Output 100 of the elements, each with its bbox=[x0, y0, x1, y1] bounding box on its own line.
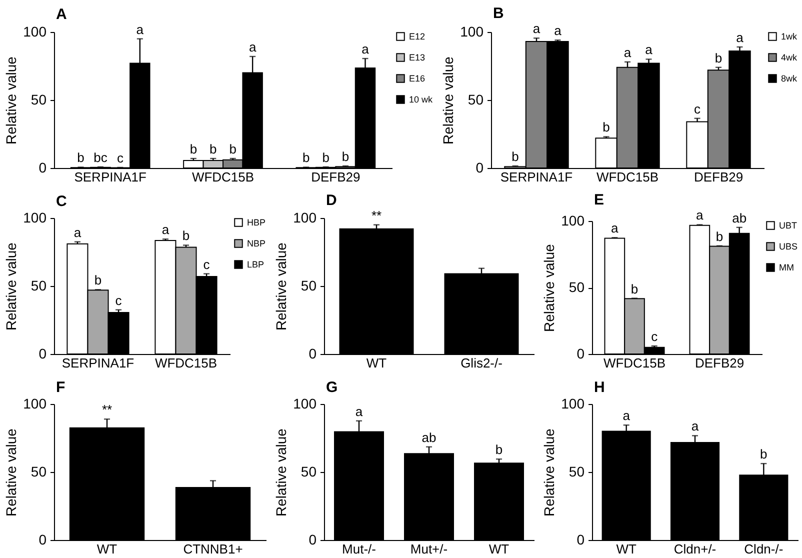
data-label: b bbox=[630, 281, 638, 296]
y-axis-title: Relative value bbox=[273, 428, 290, 516]
y-tick-label: 100 bbox=[561, 396, 585, 412]
data-label: c bbox=[203, 256, 210, 272]
data-label: a bbox=[645, 42, 654, 58]
y-axis-title: Relative value bbox=[273, 242, 290, 330]
data-label: a bbox=[622, 408, 631, 424]
y-tick-label: 50 bbox=[30, 464, 47, 480]
y-tick-label: 50 bbox=[568, 464, 585, 480]
x-tick-label: Mut+/- bbox=[410, 542, 448, 556]
data-label: a bbox=[136, 22, 144, 37]
chart-title: B bbox=[493, 5, 504, 22]
x-tick-label: WFDC15B bbox=[603, 356, 666, 370]
data-label: c bbox=[115, 292, 122, 308]
data-label: c bbox=[694, 101, 702, 116]
chart-title: F bbox=[56, 379, 66, 396]
x-tick-label: SERPINA1F bbox=[62, 356, 134, 370]
data-label: a bbox=[736, 30, 744, 45]
chart-title: A bbox=[56, 6, 67, 23]
legend-label: 1wk bbox=[781, 32, 798, 42]
data-label: ** bbox=[371, 208, 382, 223]
x-tick-label: WFDC15B bbox=[154, 356, 218, 370]
x-tick-label: Mut-/- bbox=[342, 542, 376, 556]
data-label: a bbox=[248, 39, 257, 54]
y-tick-label: 0 bbox=[308, 532, 317, 548]
data-label: a bbox=[611, 220, 620, 236]
data-label: ab bbox=[422, 430, 436, 445]
legend-label: E12 bbox=[409, 32, 426, 42]
data-label: a bbox=[691, 418, 700, 434]
legend-label: HBP bbox=[247, 218, 266, 228]
data-label: b bbox=[760, 446, 768, 462]
data-label: b bbox=[302, 150, 310, 166]
data-label: a bbox=[532, 21, 541, 36]
chart-title: G bbox=[326, 379, 338, 396]
y-axis-title: Relative value bbox=[3, 56, 20, 144]
y-tick-label: 100 bbox=[460, 24, 484, 40]
x-tick-label: SERPINA1F bbox=[74, 170, 147, 184]
y-tick-label: 100 bbox=[23, 396, 47, 412]
chart-title: D bbox=[326, 192, 337, 209]
x-tick-label: WT bbox=[616, 542, 636, 556]
legend-label: 8wk bbox=[781, 74, 798, 84]
data-label: b bbox=[190, 141, 198, 156]
data-label: ** bbox=[102, 402, 112, 418]
y-tick-label: 50 bbox=[568, 279, 585, 295]
y-tick-label: 0 bbox=[38, 160, 47, 176]
legend-label: E13 bbox=[409, 52, 426, 62]
x-tick-label: WFDC15B bbox=[596, 170, 659, 184]
x-tick-label: Glis2-/- bbox=[460, 356, 502, 370]
data-label: b bbox=[229, 141, 236, 156]
legend-label: 10 wk bbox=[409, 94, 434, 104]
y-tick-label: 100 bbox=[293, 396, 317, 412]
data-label: b bbox=[716, 228, 724, 244]
y-tick-label: 0 bbox=[576, 346, 585, 362]
data-label: b bbox=[512, 148, 519, 164]
y-tick-label: 0 bbox=[38, 532, 47, 548]
legend-label: 4wk bbox=[781, 52, 798, 62]
data-label: b bbox=[342, 148, 350, 164]
data-label: a bbox=[355, 404, 364, 419]
y-tick-label: 100 bbox=[23, 210, 47, 226]
chart-title: C bbox=[56, 193, 67, 210]
y-tick-label: 100 bbox=[23, 24, 47, 40]
data-label: b bbox=[182, 228, 190, 244]
data-label: b bbox=[602, 120, 610, 135]
data-label: c bbox=[651, 329, 658, 344]
y-tick-label: 50 bbox=[300, 278, 317, 294]
data-label: b bbox=[322, 150, 330, 165]
x-tick-label: Cldn+/- bbox=[674, 542, 716, 556]
data-label: b bbox=[495, 442, 503, 458]
y-axis-title: Relative value bbox=[440, 56, 456, 144]
x-tick-label: WT bbox=[96, 542, 118, 556]
y-tick-label: 50 bbox=[30, 92, 47, 108]
x-tick-label: CTNNB1+ bbox=[183, 542, 243, 556]
legend-label: UBS bbox=[779, 242, 798, 252]
chart-title: H bbox=[594, 379, 605, 396]
data-label: b bbox=[210, 141, 217, 156]
data-label: a bbox=[162, 222, 170, 238]
legend-label: LBP bbox=[247, 260, 264, 270]
y-axis-title: Relative value bbox=[3, 428, 20, 516]
data-label: bc bbox=[94, 150, 108, 165]
y-tick-label: 0 bbox=[308, 346, 317, 362]
x-tick-label: DEFB29 bbox=[311, 170, 360, 184]
data-label: ab bbox=[732, 210, 747, 226]
y-tick-label: 0 bbox=[576, 532, 585, 548]
y-tick-label: 50 bbox=[300, 464, 317, 480]
data-label: b bbox=[94, 272, 102, 288]
y-tick-label: 0 bbox=[476, 160, 484, 176]
legend-label: MM bbox=[779, 262, 794, 272]
legend-label: E16 bbox=[409, 74, 426, 84]
legend-label: NBP bbox=[247, 238, 266, 248]
x-tick-label: WT bbox=[366, 356, 387, 370]
y-tick-label: 0 bbox=[38, 346, 47, 362]
y-axis-title: Relative value bbox=[541, 428, 558, 516]
x-tick-label: WFDC15B bbox=[192, 170, 254, 184]
data-label: c bbox=[116, 150, 124, 166]
data-label: a bbox=[74, 224, 82, 240]
x-tick-label: Cldn-/- bbox=[744, 542, 784, 556]
y-tick-label: 100 bbox=[293, 210, 317, 226]
legend-label: UBT bbox=[779, 220, 798, 230]
data-label: b bbox=[714, 50, 722, 66]
data-label: b bbox=[77, 150, 84, 166]
